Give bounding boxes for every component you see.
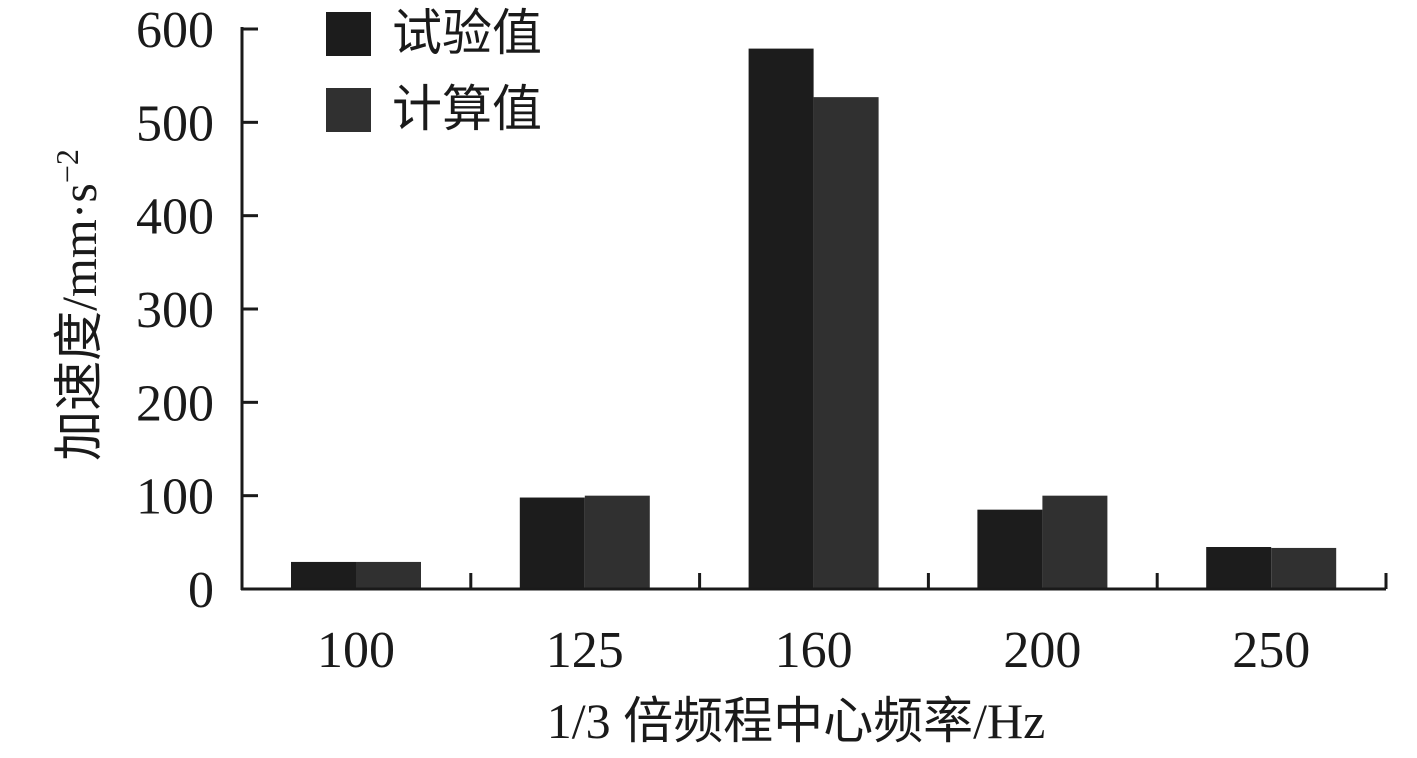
y-tick-label: 200 <box>136 375 214 432</box>
y-axis-title: 加速度/mm·s−2 <box>49 149 107 461</box>
x-axis-title: 1/3 倍频程中心频率/Hz <box>547 693 1046 749</box>
x-tick-label: 250 <box>1232 622 1310 679</box>
legend-item-calc: 计算值 <box>326 81 542 137</box>
y-tick-label: 100 <box>136 469 214 526</box>
bar-test-250 <box>1206 547 1272 589</box>
legend-swatch <box>326 12 371 56</box>
bar-calc-125 <box>584 495 650 589</box>
bar-test-125 <box>519 497 585 589</box>
bar-calc-160 <box>813 97 879 589</box>
bar-calc-200 <box>1042 495 1108 589</box>
y-tick-label: 500 <box>136 95 214 152</box>
bar-test-160 <box>748 48 814 590</box>
y-tick-label: 600 <box>136 2 214 59</box>
y-ticks-group: 0 100 200 300 400 500 600 <box>136 2 258 619</box>
legend-label: 试验值 <box>392 5 542 61</box>
y-axis-title-superscript: −2 <box>49 149 85 183</box>
x-tick-label: 125 <box>546 622 624 679</box>
bars-group <box>291 48 1337 590</box>
bar-test-200 <box>977 509 1043 589</box>
x-tick-label: 160 <box>775 622 853 679</box>
legend-item-test: 试验值 <box>326 5 542 61</box>
legend-swatch <box>326 88 371 132</box>
y-axis-title-main: 加速度/mm·s <box>51 183 107 461</box>
x-ticks-group: 100 125 160 200 250 <box>317 573 1388 679</box>
y-tick-label: 400 <box>136 189 214 246</box>
x-tick-label: 200 <box>1003 622 1081 679</box>
y-tick-label: 0 <box>188 562 214 619</box>
y-tick-label: 300 <box>136 282 214 339</box>
legend-label: 计算值 <box>392 81 542 137</box>
bar-calc-250 <box>1271 547 1337 589</box>
bar-test-100 <box>291 561 356 589</box>
bar-calc-100 <box>356 561 421 589</box>
x-tick-label: 100 <box>317 622 395 679</box>
